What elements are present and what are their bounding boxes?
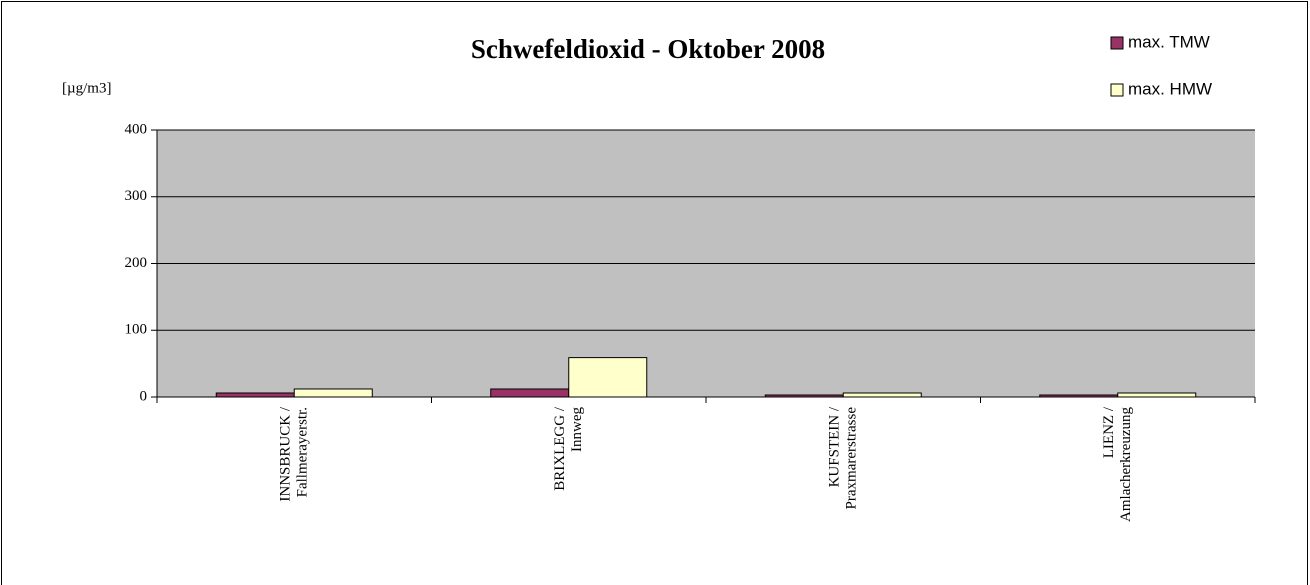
bar: [764, 394, 844, 398]
y-tick-label: 300: [125, 188, 148, 204]
legend-swatch: [1110, 36, 1124, 50]
x-tick-label: LIENZ /: [1101, 406, 1117, 458]
x-tick-label: Praxmarerstrasse: [844, 407, 860, 510]
y-tick-label: 0: [140, 388, 148, 404]
bar: [568, 357, 648, 398]
bar: [1039, 394, 1119, 398]
y-tick-label: 400: [125, 121, 148, 137]
y-tick-label: 200: [125, 255, 148, 271]
legend-label: max. TMW: [1128, 32, 1210, 51]
x-tick-label: Innweg: [569, 407, 585, 452]
x-tick-label: KUFSTEIN /: [827, 406, 843, 487]
x-tick-label: INNSBRUCK /: [278, 406, 294, 501]
x-tick-label: Fallmerayerstr.: [295, 407, 311, 497]
y-tick-label: 100: [125, 322, 148, 338]
legend-swatch: [1110, 83, 1124, 97]
bar: [1117, 392, 1197, 398]
bar: [490, 388, 570, 398]
bar: [293, 388, 373, 398]
x-tick-label: BRIXLEGG /: [552, 406, 568, 491]
bar: [842, 392, 922, 398]
chart-title: Schwefeldioxid - Oktober 2008: [471, 34, 825, 64]
legend-label: max. HMW: [1128, 79, 1212, 98]
x-tick-label: Amlacherkreuzung: [1118, 407, 1134, 522]
y-axis-label: [µg/m3]: [62, 80, 111, 96]
bar: [215, 392, 295, 398]
